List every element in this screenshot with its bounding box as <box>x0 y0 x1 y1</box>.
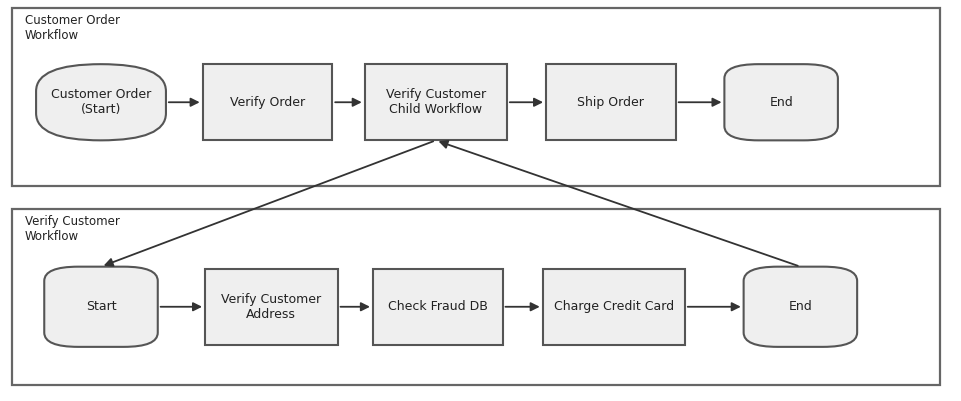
Text: Charge Credit Card: Charge Credit Card <box>554 300 673 313</box>
Text: Verify Order: Verify Order <box>230 96 305 109</box>
FancyBboxPatch shape <box>724 64 837 140</box>
FancyBboxPatch shape <box>44 267 158 347</box>
FancyBboxPatch shape <box>373 269 502 345</box>
FancyBboxPatch shape <box>203 64 333 140</box>
FancyBboxPatch shape <box>12 8 939 186</box>
Text: End: End <box>769 96 792 109</box>
FancyBboxPatch shape <box>743 267 856 347</box>
Text: Start: Start <box>86 300 116 313</box>
FancyBboxPatch shape <box>205 269 337 345</box>
Text: Customer Order
(Start): Customer Order (Start) <box>51 88 151 116</box>
Text: End: End <box>788 300 811 313</box>
Text: Verify Customer
Address: Verify Customer Address <box>221 293 321 321</box>
Text: Check Fraud DB: Check Fraud DB <box>387 300 487 313</box>
FancyBboxPatch shape <box>12 209 939 385</box>
FancyBboxPatch shape <box>36 64 165 140</box>
FancyBboxPatch shape <box>546 64 675 140</box>
Text: Ship Order: Ship Order <box>577 96 644 109</box>
FancyBboxPatch shape <box>542 269 684 345</box>
Text: Verify Customer
Workflow: Verify Customer Workflow <box>25 215 120 243</box>
Text: Customer Order
Workflow: Customer Order Workflow <box>25 14 120 42</box>
FancyBboxPatch shape <box>364 64 506 140</box>
Text: Verify Customer
Child Workflow: Verify Customer Child Workflow <box>385 88 485 116</box>
